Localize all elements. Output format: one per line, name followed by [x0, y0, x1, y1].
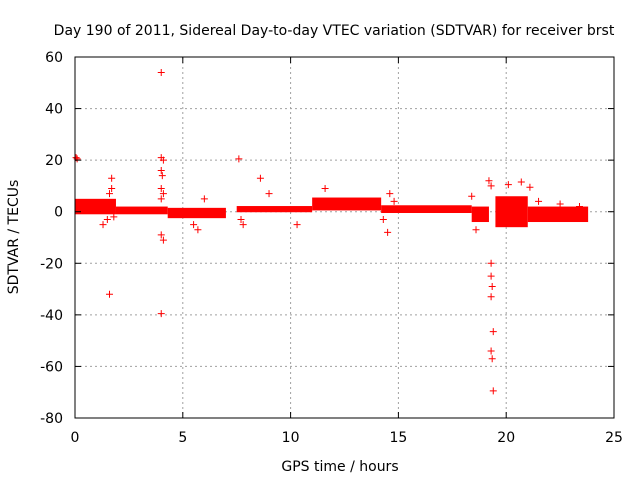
data-point — [105, 190, 113, 198]
grid-lines — [75, 57, 614, 418]
data-point — [99, 221, 107, 229]
y-tick-label: -20 — [40, 256, 63, 272]
data-point — [108, 174, 116, 182]
data-point — [489, 328, 497, 336]
data-point — [190, 221, 198, 229]
data-point — [110, 213, 118, 221]
data-point — [390, 197, 398, 205]
data-point — [157, 68, 165, 76]
data-points — [72, 68, 584, 395]
axis-ticks: 0 5 10 15 20 25 -80 -60 -40 -20 0 20 40 60 — [40, 50, 623, 446]
data-point — [256, 174, 264, 182]
data-band — [381, 205, 472, 214]
data-point — [157, 310, 165, 318]
y-tick-label: 0 — [54, 205, 63, 221]
data-point — [239, 221, 247, 229]
data-point — [158, 172, 166, 180]
data-point — [489, 387, 497, 395]
data-point — [526, 183, 534, 191]
data-point — [157, 231, 165, 239]
data-point — [157, 195, 165, 203]
data-point — [194, 226, 202, 234]
data-band — [495, 196, 528, 228]
data-point — [487, 272, 495, 280]
data-point — [293, 221, 301, 229]
data-point — [235, 155, 243, 163]
data-band — [527, 206, 589, 223]
y-tick-label: -80 — [40, 411, 63, 427]
data-point — [504, 181, 512, 189]
data-point — [93, 201, 101, 209]
y-tick-label: -40 — [40, 308, 63, 324]
x-tick-label: 15 — [389, 430, 407, 446]
data-band — [167, 207, 226, 219]
data-point — [485, 177, 493, 185]
data-band — [115, 206, 168, 215]
data-point — [472, 226, 480, 234]
data-point — [487, 347, 495, 355]
y-tick-label: 20 — [45, 153, 63, 169]
data-point — [200, 195, 208, 203]
data-point — [157, 166, 165, 174]
data-point — [379, 215, 387, 223]
data-point — [82, 200, 90, 208]
x-tick-label: 5 — [178, 430, 187, 446]
data-band — [236, 206, 313, 213]
chart-title: Day 190 of 2011, Sidereal Day-to-day VTE… — [54, 23, 615, 39]
data-band — [471, 206, 489, 223]
y-tick-label: 40 — [45, 102, 63, 118]
x-axis-label: GPS time / hours — [281, 459, 398, 475]
x-tick-label: 25 — [605, 430, 623, 446]
x-tick-label: 20 — [497, 430, 515, 446]
data-point — [384, 228, 392, 236]
data-point — [75, 204, 83, 212]
data-point — [386, 190, 394, 198]
data-point — [487, 259, 495, 267]
data-point — [321, 185, 329, 193]
data-point — [487, 182, 495, 190]
data-band — [75, 198, 116, 215]
y-tick-label: 60 — [45, 50, 63, 66]
data-point — [265, 190, 273, 198]
data-point — [535, 197, 543, 205]
data-band — [312, 197, 382, 211]
data-point — [488, 355, 496, 363]
data-bands — [75, 196, 589, 228]
data-point — [556, 200, 564, 208]
data-point — [488, 282, 496, 290]
data-point — [468, 192, 476, 200]
data-point — [487, 293, 495, 301]
x-tick-label: 10 — [282, 430, 300, 446]
data-point — [157, 185, 165, 193]
plot-frame — [74, 56, 615, 419]
data-point — [237, 215, 245, 223]
data-point — [517, 178, 525, 186]
data-point — [159, 190, 167, 198]
x-tick-label: 0 — [71, 430, 80, 446]
y-tick-label: -60 — [40, 359, 63, 375]
data-point — [108, 185, 116, 193]
data-point — [159, 236, 167, 244]
data-point — [105, 290, 113, 298]
data-point — [159, 156, 167, 164]
data-point — [103, 215, 111, 223]
y-axis-label: SDTVAR / TECUs — [6, 180, 22, 295]
data-point — [576, 203, 584, 211]
